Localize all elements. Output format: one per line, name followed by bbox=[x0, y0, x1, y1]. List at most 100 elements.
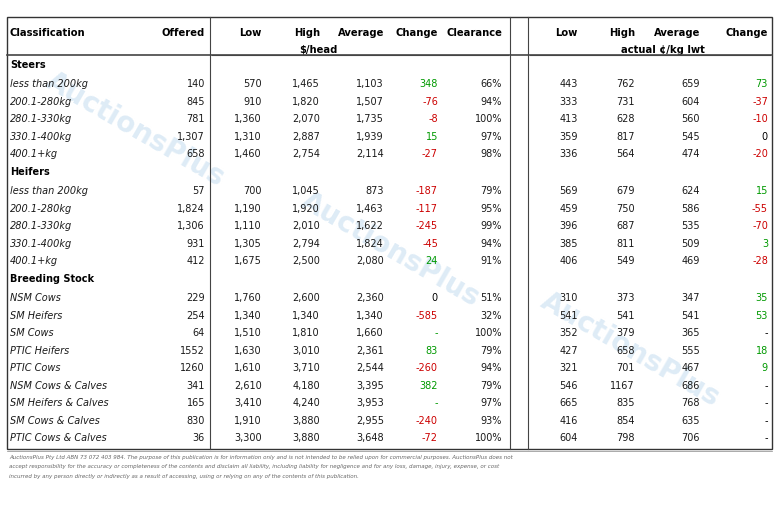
Text: 93%: 93% bbox=[481, 415, 502, 425]
Text: 1,460: 1,460 bbox=[234, 149, 262, 159]
Text: -: - bbox=[435, 398, 438, 408]
Text: 3,395: 3,395 bbox=[356, 380, 384, 390]
Text: 365: 365 bbox=[682, 328, 700, 338]
Text: 1,820: 1,820 bbox=[292, 97, 320, 107]
Text: 1,630: 1,630 bbox=[234, 345, 262, 355]
Text: 830: 830 bbox=[187, 415, 205, 425]
Text: 2,080: 2,080 bbox=[356, 256, 384, 266]
Text: 3,953: 3,953 bbox=[356, 398, 384, 408]
Text: 2,114: 2,114 bbox=[356, 149, 384, 159]
Text: -27: -27 bbox=[422, 149, 438, 159]
Text: 811: 811 bbox=[617, 239, 635, 248]
Text: 57: 57 bbox=[192, 186, 205, 196]
Text: 2,361: 2,361 bbox=[356, 345, 384, 355]
Text: -187: -187 bbox=[416, 186, 438, 196]
Text: -245: -245 bbox=[416, 221, 438, 231]
Text: 700: 700 bbox=[244, 186, 262, 196]
Text: 2,610: 2,610 bbox=[234, 380, 262, 390]
Text: 1,910: 1,910 bbox=[234, 415, 262, 425]
Text: 564: 564 bbox=[616, 149, 635, 159]
Text: 1,675: 1,675 bbox=[234, 256, 262, 266]
Text: 545: 545 bbox=[682, 132, 700, 142]
Text: 32%: 32% bbox=[481, 310, 502, 320]
Text: 443: 443 bbox=[559, 79, 578, 89]
Text: -: - bbox=[764, 380, 768, 390]
Text: 254: 254 bbox=[186, 310, 205, 320]
Text: Average: Average bbox=[654, 28, 700, 38]
Text: 280.1-330kg: 280.1-330kg bbox=[10, 115, 72, 124]
Text: Low: Low bbox=[555, 28, 578, 38]
Text: 359: 359 bbox=[559, 132, 578, 142]
Text: 1,465: 1,465 bbox=[292, 79, 320, 89]
Text: 382: 382 bbox=[420, 380, 438, 390]
Text: -240: -240 bbox=[416, 415, 438, 425]
Text: 2,887: 2,887 bbox=[292, 132, 320, 142]
Text: 4,240: 4,240 bbox=[292, 398, 320, 408]
Text: High: High bbox=[294, 28, 320, 38]
Text: 94%: 94% bbox=[481, 363, 502, 373]
Text: 1552: 1552 bbox=[180, 345, 205, 355]
Text: 53: 53 bbox=[756, 310, 768, 320]
Text: 18: 18 bbox=[756, 345, 768, 355]
Text: 1,810: 1,810 bbox=[292, 328, 320, 338]
Text: PTIC Cows & Calves: PTIC Cows & Calves bbox=[10, 433, 107, 443]
Text: 330.1-400kg: 330.1-400kg bbox=[10, 239, 72, 248]
Text: $/head: $/head bbox=[299, 45, 337, 55]
Text: 99%: 99% bbox=[481, 221, 502, 231]
Text: PTIC Cows: PTIC Cows bbox=[10, 363, 61, 373]
Text: -: - bbox=[764, 328, 768, 338]
Text: 2,754: 2,754 bbox=[292, 149, 320, 159]
Text: 1,939: 1,939 bbox=[356, 132, 384, 142]
Text: -260: -260 bbox=[416, 363, 438, 373]
Text: 66%: 66% bbox=[481, 79, 502, 89]
Text: 4,180: 4,180 bbox=[292, 380, 320, 390]
Text: 1,310: 1,310 bbox=[234, 132, 262, 142]
Text: 659: 659 bbox=[682, 79, 700, 89]
Text: Offered: Offered bbox=[162, 28, 205, 38]
Text: 731: 731 bbox=[616, 97, 635, 107]
Text: 3,010: 3,010 bbox=[292, 345, 320, 355]
Text: 0: 0 bbox=[432, 293, 438, 303]
Text: 412: 412 bbox=[186, 256, 205, 266]
Text: 95%: 95% bbox=[481, 204, 502, 214]
Text: AuctionsPlus Pty Ltd ABN 73 072 403 984. The purpose of this publication is for : AuctionsPlus Pty Ltd ABN 73 072 403 984.… bbox=[9, 454, 513, 459]
Text: 1,340: 1,340 bbox=[292, 310, 320, 320]
Text: -76: -76 bbox=[422, 97, 438, 107]
Text: 1,305: 1,305 bbox=[234, 239, 262, 248]
Text: -: - bbox=[435, 328, 438, 338]
Text: 541: 541 bbox=[682, 310, 700, 320]
Text: 321: 321 bbox=[559, 363, 578, 373]
Text: 1,920: 1,920 bbox=[292, 204, 320, 214]
Text: Heifers: Heifers bbox=[10, 166, 50, 177]
Text: 474: 474 bbox=[682, 149, 700, 159]
Text: 1,510: 1,510 bbox=[234, 328, 262, 338]
Text: 2,010: 2,010 bbox=[292, 221, 320, 231]
Text: 379: 379 bbox=[616, 328, 635, 338]
Text: 1,340: 1,340 bbox=[234, 310, 262, 320]
Text: 3,300: 3,300 bbox=[234, 433, 262, 443]
Text: 706: 706 bbox=[682, 433, 700, 443]
Text: 64: 64 bbox=[192, 328, 205, 338]
Text: 100%: 100% bbox=[474, 328, 502, 338]
Text: 873: 873 bbox=[365, 186, 384, 196]
Text: NSM Cows & Calves: NSM Cows & Calves bbox=[10, 380, 108, 390]
Text: 336: 336 bbox=[559, 149, 578, 159]
Text: 348: 348 bbox=[420, 79, 438, 89]
Text: 509: 509 bbox=[682, 239, 700, 248]
Text: 94%: 94% bbox=[481, 97, 502, 107]
Text: 347: 347 bbox=[682, 293, 700, 303]
Text: 1,824: 1,824 bbox=[356, 239, 384, 248]
Text: 2,600: 2,600 bbox=[292, 293, 320, 303]
Text: 546: 546 bbox=[559, 380, 578, 390]
Text: 73: 73 bbox=[756, 79, 768, 89]
Text: 1,360: 1,360 bbox=[234, 115, 262, 124]
Text: 79%: 79% bbox=[481, 380, 502, 390]
Text: 541: 541 bbox=[616, 310, 635, 320]
Text: 658: 658 bbox=[616, 345, 635, 355]
Text: 1,307: 1,307 bbox=[178, 132, 205, 142]
Text: actual ¢/kg lwt: actual ¢/kg lwt bbox=[621, 45, 704, 55]
Text: 229: 229 bbox=[186, 293, 205, 303]
Text: 333: 333 bbox=[559, 97, 578, 107]
Text: 400.1+kg: 400.1+kg bbox=[10, 149, 58, 159]
Text: SM Cows: SM Cows bbox=[10, 328, 54, 338]
